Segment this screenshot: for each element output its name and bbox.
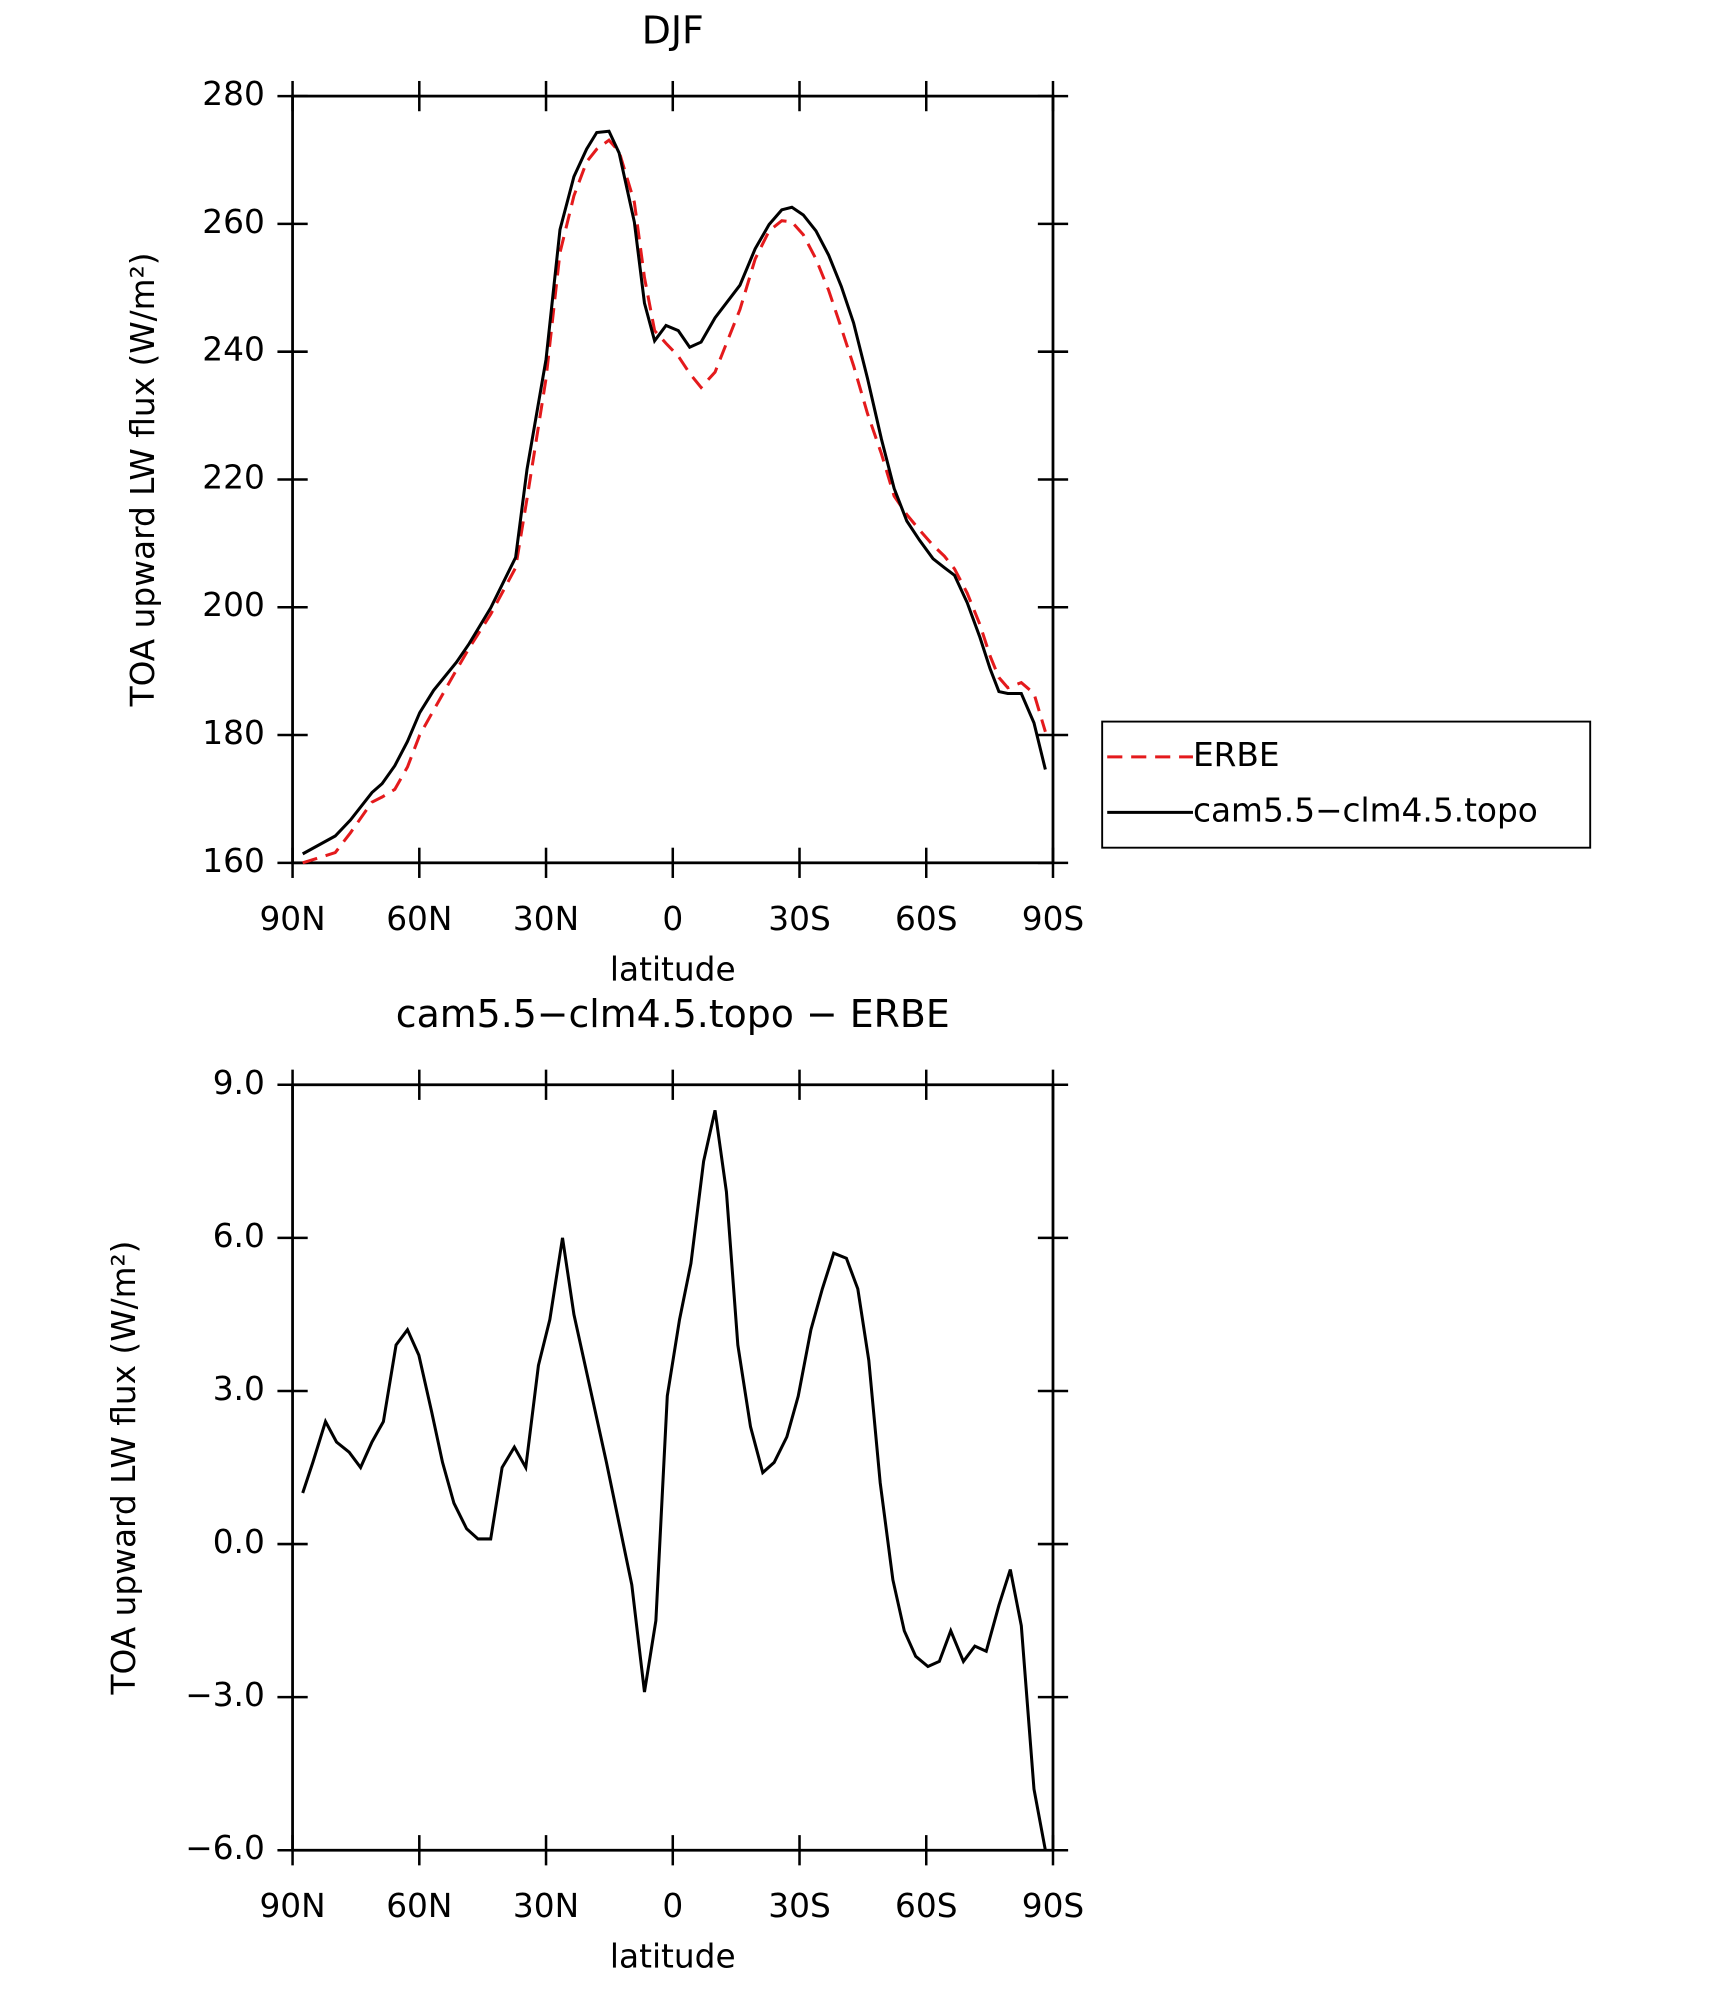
x-tick-label: 60N — [386, 1887, 452, 1925]
y-axis-label: TOA upward LW flux (W/m²) — [105, 1241, 143, 1696]
y-tick-label: 9.0 — [213, 1064, 265, 1102]
x-tick-label: 30N — [513, 1887, 579, 1925]
x-tick-label: 0 — [662, 1887, 683, 1925]
x-axis-label: latitude — [610, 1938, 736, 1976]
y-tick-label: 280 — [202, 75, 265, 113]
y-tick-label: −6.0 — [185, 1829, 265, 1867]
y-tick-label: 220 — [202, 458, 265, 496]
legend-box — [1101, 720, 1592, 849]
x-tick-label: 30N — [513, 900, 579, 938]
chart-title: cam5.5−clm4.5.topo − ERBE — [396, 992, 950, 1036]
y-tick-label: 200 — [202, 586, 265, 624]
data-line — [301, 1109, 1047, 1851]
y-tick-label: −3.0 — [185, 1676, 265, 1714]
x-tick-label: 90N — [259, 900, 325, 938]
x-tick-label: 60N — [386, 900, 452, 938]
y-tick-label: 180 — [202, 714, 265, 752]
legend-label: ERBE — [1193, 736, 1280, 774]
data-line — [302, 138, 1047, 865]
data-line — [301, 129, 1047, 856]
x-tick-label: 30S — [768, 900, 830, 938]
y-tick-label: 240 — [202, 331, 265, 369]
x-tick-label: 60S — [895, 900, 958, 938]
legend-label: cam5.5−clm4.5.topo — [1193, 791, 1538, 829]
x-tick-label: 60S — [895, 1887, 958, 1925]
y-tick-label: 6.0 — [213, 1217, 265, 1255]
y-tick-label: 3.0 — [213, 1370, 265, 1408]
x-axis-label: latitude — [610, 950, 736, 988]
x-tick-label: 0 — [662, 900, 683, 938]
y-tick-label: 160 — [202, 842, 265, 880]
x-tick-label: 90N — [259, 1887, 325, 1925]
y-tick-label: 260 — [202, 203, 265, 241]
chart-title: DJF — [642, 9, 704, 53]
x-tick-label: 90S — [1022, 900, 1084, 938]
y-tick-label: 0.0 — [213, 1523, 265, 1561]
y-axis-label: TOA upward LW flux (W/m²) — [124, 252, 162, 707]
plot-frame — [291, 94, 1055, 865]
x-tick-label: 90S — [1022, 1887, 1084, 1925]
x-tick-label: 30S — [768, 1887, 830, 1925]
plot-frame — [291, 1083, 1055, 1852]
